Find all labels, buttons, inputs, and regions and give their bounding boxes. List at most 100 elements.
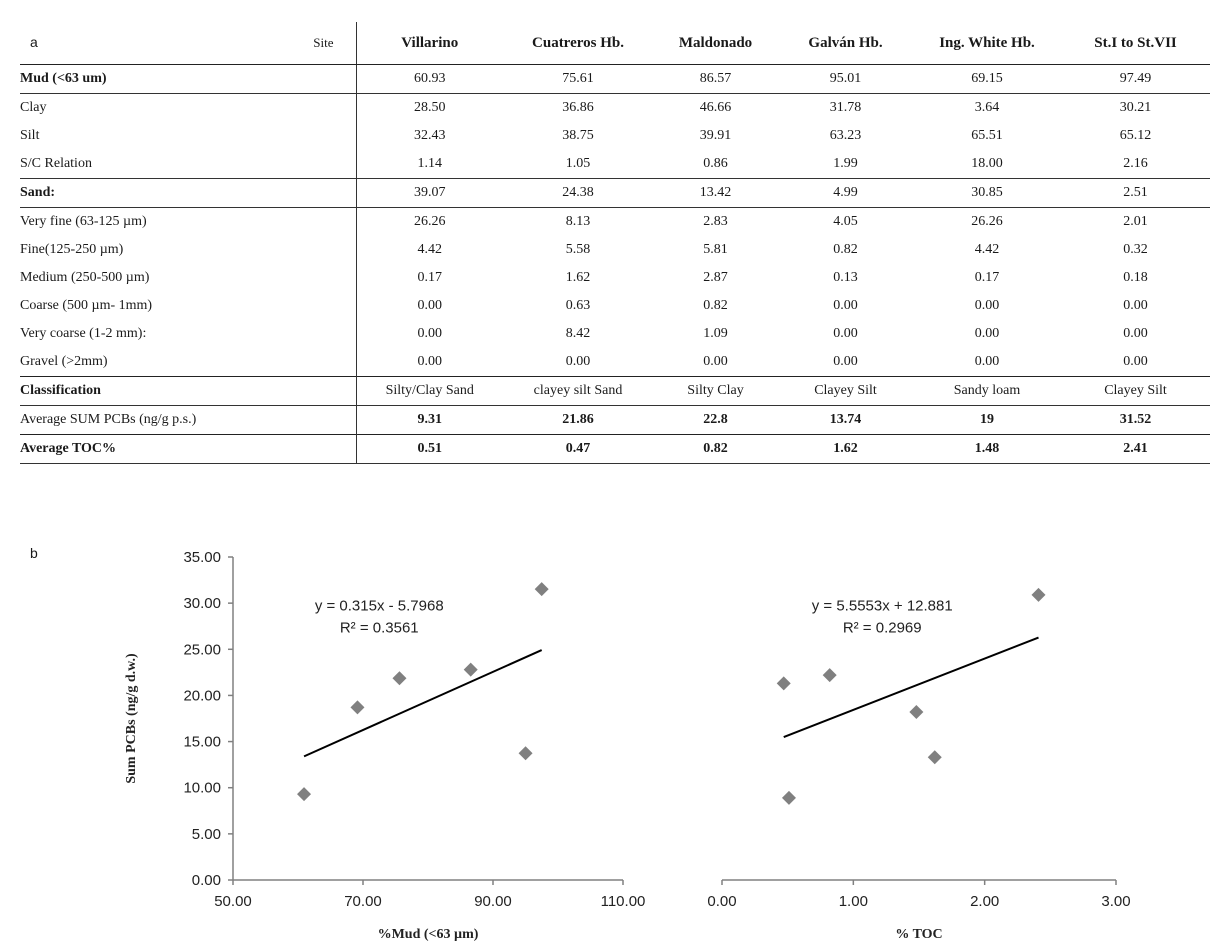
table-cell: Sandy loam [913, 376, 1061, 406]
row-label: Fine(125-250 µm) [20, 236, 357, 264]
table-cell: 65.12 [1119, 128, 1152, 143]
table-cell: Silty/Clay Sand [356, 376, 503, 406]
y-tick-label: 15.00 [183, 734, 221, 751]
table-cell: 0.32 [1123, 242, 1148, 257]
table-row: Very fine (63-125 µm) 26.26 8.13 2.83 4.05 26… [20, 207, 1210, 236]
table-cell: 38.75 [562, 128, 594, 143]
table-cell: 8.42 [565, 326, 591, 341]
table-cell: 65.51 [971, 128, 1003, 143]
data-point [297, 787, 312, 802]
x-tick-label: 2.00 [970, 893, 999, 910]
table-cell: 0.82 [833, 242, 858, 257]
table-cell: 0.86 [653, 150, 778, 179]
row-label: Classification [20, 376, 357, 406]
x-tick-label: 3.00 [1101, 893, 1130, 910]
table-row: Sand: 39.07 24.38 13.42 4.99 30.85 2.51 [20, 178, 1210, 208]
table-cell: 0.17 [974, 270, 1000, 285]
site-column-header: Villarino [356, 22, 503, 65]
y-tick-label: 0.00 [192, 872, 221, 889]
table-cell: 36.86 [562, 100, 594, 115]
table-cell: 1.14 [356, 150, 503, 179]
table-cell: 63.23 [829, 128, 862, 143]
row-label: Mud (<63 um) [20, 64, 357, 94]
table-cell: 3.64 [974, 100, 1000, 115]
y-tick-label: 20.00 [183, 687, 221, 704]
table-cell: 31.52 [1119, 412, 1152, 427]
x-tick-label: 50.00 [214, 893, 252, 910]
table-cell: 4.05 [833, 214, 858, 229]
table-cell: 39.07 [356, 178, 503, 208]
table-cell: 13.42 [653, 178, 778, 208]
table-cell: 0.00 [1123, 326, 1148, 341]
table-cell: 18.00 [913, 150, 1061, 179]
trend-equation: y = 0.315x - 5.7968 [315, 598, 444, 615]
table-cell: 39.91 [699, 128, 732, 143]
grain-table: Site Villarino Cuatreros Hb. Maldonado Galvá… [20, 22, 1210, 464]
table-row: Very coarse (1-2 mm): 0.00 8.42 1.09 0.00 0.0… [20, 320, 1210, 348]
table-cell: 0.00 [833, 354, 858, 369]
x-tick-label: 70.00 [344, 893, 382, 910]
data-point [518, 746, 533, 761]
data-point [781, 790, 796, 805]
r-squared: R² = 0.2969 [843, 620, 922, 637]
r-squared: R² = 0.3561 [340, 620, 419, 637]
table-cell: 4.42 [974, 242, 1000, 257]
table-cell: 26.26 [414, 214, 446, 229]
data-point [463, 662, 478, 677]
table-cell: 13.74 [829, 412, 862, 427]
table-cell: 0.00 [565, 354, 591, 369]
table-cell: 0.00 [1123, 298, 1148, 313]
table-cell: 0.00 [974, 298, 1000, 313]
site-header: Site [20, 22, 357, 65]
table-cell: 86.57 [653, 64, 778, 94]
y-tick-label: 10.00 [183, 780, 221, 797]
table-cell: 60.93 [356, 64, 503, 94]
table-cell: 95.01 [778, 64, 913, 94]
table-cell: 2.01 [1123, 214, 1148, 229]
table-cell: 69.15 [913, 64, 1061, 94]
trend-equation: y = 5.5553x + 12.881 [812, 598, 953, 615]
table-cell: 24.38 [503, 178, 653, 208]
table-row: Fine(125-250 µm) 4.42 5.58 5.81 0.82 4.42 0.32 [20, 236, 1210, 264]
table-cell: clayey silt Sand [503, 376, 653, 406]
site-column-header: St.I to St.VII [1061, 22, 1210, 65]
table-cell: 30.85 [913, 178, 1061, 208]
data-point [822, 668, 837, 683]
grain-size-table: Site Villarino Cuatreros Hb. Maldonado Galvá… [20, 22, 1210, 464]
table-cell: 0.82 [653, 434, 778, 464]
site-column-header: Ing. White Hb. [913, 22, 1061, 65]
table-cell: 0.00 [833, 326, 858, 341]
table-row: Average TOC% 0.51 0.47 0.82 1.62 1.48 2.41 [20, 434, 1210, 464]
row-label: Average SUM PCBs (ng/g p.s.) [20, 405, 357, 435]
row-label: Sand: [20, 178, 357, 208]
y-tick-label: 35.00 [183, 549, 221, 566]
table-cell: 0.51 [356, 434, 503, 464]
data-point [534, 582, 549, 597]
table-cell: 0.00 [974, 354, 1000, 369]
table-row: Coarse (500 µm- 1mm) 0.00 0.63 0.82 0.00 0.00… [20, 292, 1210, 320]
table-row: Medium (250-500 µm) 0.17 1.62 2.87 0.13 0.17 0… [20, 264, 1210, 292]
table-cell: 0.13 [833, 270, 858, 285]
table-header-row: Site Villarino Cuatreros Hb. Maldonado Galvá… [20, 22, 1210, 65]
table-cell: 8.13 [565, 214, 591, 229]
site-column-header: Galván Hb. [778, 22, 913, 65]
table-cell: Clayey Silt [1061, 376, 1210, 406]
table-cell: 97.49 [1061, 64, 1210, 94]
table-cell: 4.42 [417, 242, 443, 257]
table-cell: 0.17 [417, 270, 443, 285]
table-cell: 75.61 [503, 64, 653, 94]
table-cell: 0.00 [417, 298, 443, 313]
y-axis-title: Sum PCBs (ng/g d.w.) [124, 653, 139, 784]
trendline [303, 649, 543, 758]
table-cell: 0.82 [703, 298, 728, 313]
data-point [1031, 587, 1046, 602]
table-cell: 0.47 [503, 434, 653, 464]
table-cell: 0.00 [833, 298, 858, 313]
table-cell: 0.00 [703, 354, 728, 369]
table-cell: 0.00 [417, 354, 443, 369]
table-cell: 31.78 [829, 100, 862, 115]
table-cell: 0.18 [1123, 270, 1148, 285]
table-cell: 9.31 [417, 412, 443, 427]
table-cell: 22.8 [703, 412, 728, 427]
